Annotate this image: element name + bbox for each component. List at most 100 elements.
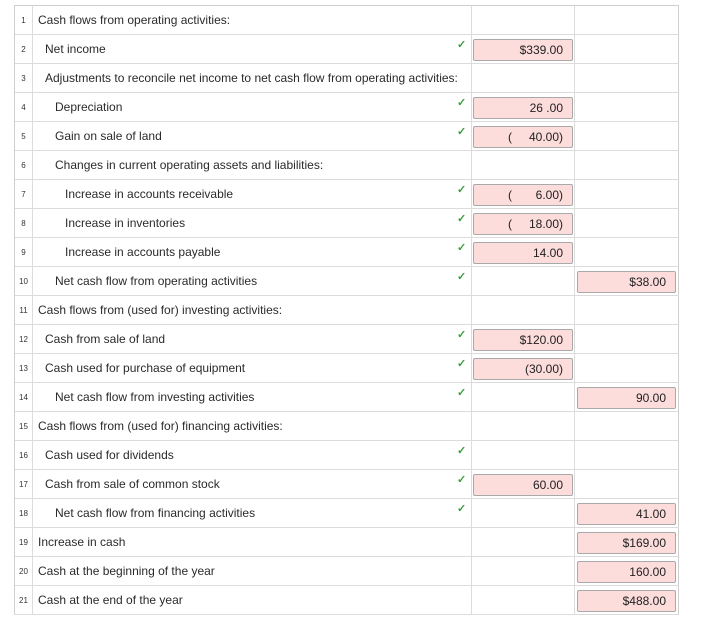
line-item-label: Cash at the beginning of the year	[33, 557, 472, 585]
total-amount-cell: 41.00	[575, 499, 679, 527]
total-amount-input[interactable]: 160.00	[577, 561, 676, 583]
row-number: 15	[15, 412, 33, 440]
detail-amount-input[interactable]: $120.00	[473, 329, 573, 351]
worksheet-row: 18 Net cash flow from financing activitie…	[15, 499, 679, 528]
worksheet-row: 2 Net income ✓ $339.00	[15, 35, 679, 64]
row-number: 8	[15, 209, 33, 237]
detail-amount-cell	[472, 412, 575, 440]
amount-value: 160.00	[629, 565, 666, 579]
detail-amount-input[interactable]: (18.00)	[473, 213, 573, 235]
detail-amount-cell: 60.00	[472, 470, 575, 498]
line-item-label: Cash from sale of common stock	[33, 470, 472, 498]
worksheet-row: 6 Changes in current operating assets and…	[15, 151, 679, 180]
row-number: 17	[15, 470, 33, 498]
line-item-label: Cash used for purchase of equipment	[33, 354, 472, 382]
total-amount-cell	[575, 93, 679, 121]
detail-amount-cell: (30.00)	[472, 354, 575, 382]
total-amount-cell: 160.00	[575, 557, 679, 585]
line-item-label: Net cash flow from financing activities	[33, 499, 472, 527]
worksheet-row: 21 Cash at the end of the year $488.00	[15, 586, 679, 615]
detail-amount-cell	[472, 151, 575, 179]
amount-value: $38.00	[629, 275, 666, 289]
correct-check-icon: ✓	[457, 184, 467, 196]
total-amount-cell	[575, 151, 679, 179]
total-amount-cell	[575, 6, 679, 34]
amount-value: 6.00)	[535, 188, 563, 202]
total-amount-cell	[575, 470, 679, 498]
amount-value: $120.00	[519, 333, 563, 347]
row-number: 13	[15, 354, 33, 382]
total-amount-cell	[575, 296, 679, 324]
worksheet-row: 19 Increase in cash $169.00	[15, 528, 679, 557]
worksheet-row: 7 Increase in accounts receivable ✓ (6.00)	[15, 180, 679, 209]
amount-value: 26 .00	[529, 101, 563, 115]
line-item-label: Increase in cash	[33, 528, 472, 556]
line-item-label: Net cash flow from operating activities	[33, 267, 472, 295]
line-item-label: Cash flows from operating activities:	[33, 6, 472, 34]
amount-value: 14.00	[532, 246, 563, 260]
detail-amount-cell: $120.00	[472, 325, 575, 353]
correct-check-icon: ✓	[457, 387, 467, 399]
total-amount-cell	[575, 412, 679, 440]
total-amount-input[interactable]: 90.00	[577, 387, 676, 409]
line-item-label: Depreciation	[33, 93, 472, 121]
row-number: 9	[15, 238, 33, 266]
worksheet-row: 4 Depreciation ✓ 26 .00	[15, 93, 679, 122]
amount-value: 41.00	[635, 507, 666, 521]
correct-check-icon: ✓	[457, 213, 467, 225]
total-amount-input[interactable]: $169.00	[577, 532, 676, 554]
total-amount-cell: $169.00	[575, 528, 679, 556]
detail-amount-cell: $339.00	[472, 35, 575, 63]
row-number: 18	[15, 499, 33, 527]
row-number: 4	[15, 93, 33, 121]
total-amount-cell	[575, 441, 679, 469]
correct-check-icon: ✓	[457, 97, 467, 109]
line-item-label: Gain on sale of land	[33, 122, 472, 150]
row-number: 10	[15, 267, 33, 295]
worksheet-row: 5 Gain on sale of land ✓ (40.00)	[15, 122, 679, 151]
detail-amount-input[interactable]: (40.00)	[473, 126, 573, 148]
total-amount-cell	[575, 209, 679, 237]
correct-check-icon: ✓	[457, 329, 467, 341]
amount-value: 60.00	[532, 478, 563, 492]
correct-check-icon: ✓	[457, 271, 467, 283]
detail-amount-cell: 26 .00	[472, 93, 575, 121]
worksheet-row: 8 Increase in inventories ✓ (18.00)	[15, 209, 679, 238]
correct-check-icon: ✓	[457, 126, 467, 138]
line-item-label: Net cash flow from investing activities	[33, 383, 472, 411]
total-amount-cell	[575, 325, 679, 353]
worksheet-row: 9 Increase in accounts payable ✓ 14.00	[15, 238, 679, 267]
line-item-label: Cash from sale of land	[33, 325, 472, 353]
row-number: 11	[15, 296, 33, 324]
detail-amount-cell	[472, 586, 575, 614]
correct-check-icon: ✓	[457, 445, 467, 457]
worksheet-row: 3 Adjustments to reconcile net income to …	[15, 64, 679, 93]
detail-amount-input[interactable]: $339.00	[473, 39, 573, 61]
total-amount-cell	[575, 122, 679, 150]
amount-value: 40.00)	[528, 130, 563, 144]
cash-flow-worksheet: 1 Cash flows from operating activities: 2 N…	[14, 5, 679, 615]
total-amount-cell	[575, 354, 679, 382]
total-amount-input[interactable]: $38.00	[577, 271, 676, 293]
worksheet-row: 14 Net cash flow from investing activitie…	[15, 383, 679, 412]
correct-check-icon: ✓	[457, 39, 467, 51]
row-number: 21	[15, 586, 33, 614]
worksheet-row: 15 Cash flows from (used for) financing a…	[15, 412, 679, 441]
detail-amount-input[interactable]: (6.00)	[473, 184, 573, 206]
row-number: 14	[15, 383, 33, 411]
detail-amount-cell: (18.00)	[472, 209, 575, 237]
total-amount-input[interactable]: $488.00	[577, 590, 676, 612]
total-amount-input[interactable]: 41.00	[577, 503, 676, 525]
open-paren: (	[508, 188, 512, 202]
row-number: 2	[15, 35, 33, 63]
worksheet-row: 16 Cash used for dividends ✓	[15, 441, 679, 470]
detail-amount-input[interactable]: (30.00)	[473, 358, 573, 380]
total-amount-cell: $488.00	[575, 586, 679, 614]
detail-amount-input[interactable]: 14.00	[473, 242, 573, 264]
correct-check-icon: ✓	[457, 242, 467, 254]
line-item-label: Cash used for dividends	[33, 441, 472, 469]
detail-amount-input[interactable]: 60.00	[473, 474, 573, 496]
worksheet-row: 11 Cash flows from (used for) investing a…	[15, 296, 679, 325]
detail-amount-input[interactable]: 26 .00	[473, 97, 573, 119]
correct-check-icon: ✓	[457, 474, 467, 486]
